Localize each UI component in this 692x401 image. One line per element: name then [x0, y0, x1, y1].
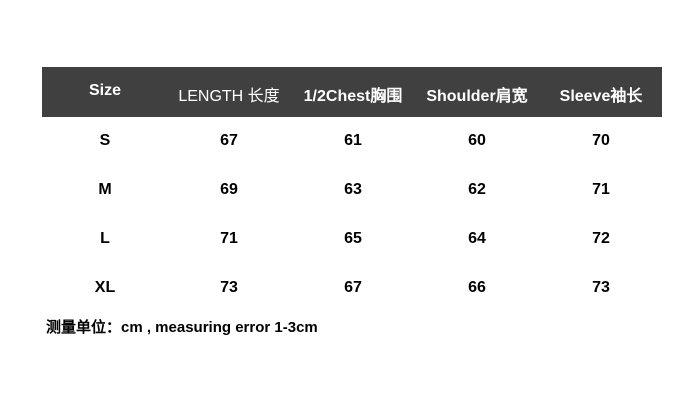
table-cell: 60 — [468, 132, 486, 149]
column-header: 1/2Chest胸围 — [303, 88, 403, 105]
column-header: Size — [88, 82, 121, 99]
table-cell: 65 — [344, 230, 362, 247]
table-cell: 71 — [220, 230, 238, 247]
table-cell: 67 — [220, 132, 238, 149]
table-cell: XL — [94, 279, 116, 296]
table-cell: M — [98, 181, 112, 198]
table-cell: 72 — [592, 230, 610, 247]
table-cell: L — [100, 230, 110, 247]
table-cell: 69 — [220, 181, 238, 198]
table-cell: 73 — [592, 279, 610, 296]
table-cell: 62 — [468, 181, 486, 198]
table-cell: 71 — [592, 181, 610, 198]
table-cell: 64 — [468, 230, 486, 247]
table-cell: 70 — [592, 132, 610, 149]
table-cell: 63 — [344, 181, 362, 198]
table-cell: 66 — [468, 279, 486, 296]
measurement-note: 测量单位：cm , measuring error 1-3cm — [46, 319, 318, 336]
table-cell: S — [99, 132, 111, 149]
column-header: LENGTH 长度 — [178, 88, 280, 105]
column-header: Shoulder肩宽 — [426, 88, 528, 105]
table-cell: 73 — [220, 279, 238, 296]
column-header: Sleeve袖长 — [559, 88, 643, 105]
table-cell: 61 — [344, 132, 362, 149]
table-header: Size LENGTH 长度 1/2Chest胸围 Shoulder肩宽 Sleeve袖… — [42, 67, 662, 117]
table-cell: 67 — [344, 279, 362, 296]
